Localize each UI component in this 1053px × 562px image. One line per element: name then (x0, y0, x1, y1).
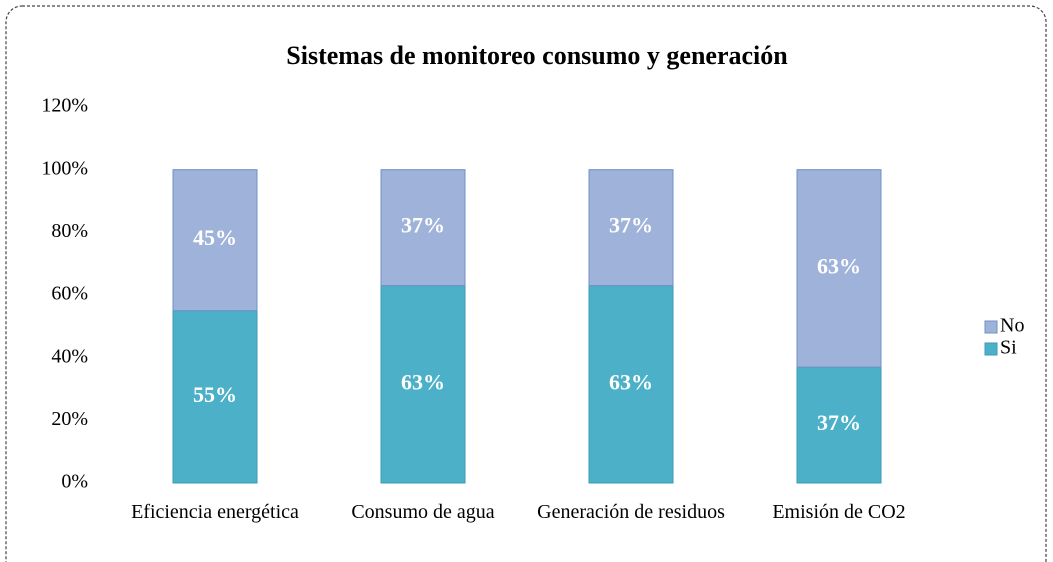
bar-segment (588, 285, 674, 484)
y-tick-label: 80% (51, 220, 88, 242)
y-tick-label: 20% (51, 408, 88, 430)
legend-swatch (984, 342, 998, 356)
data-label: 37% (401, 213, 445, 238)
chart-frame (5, 5, 1047, 562)
y-tick-label: 120% (41, 95, 88, 117)
bar-segment (172, 310, 258, 484)
data-label: 45% (193, 225, 237, 250)
x-tick-label-box: Consumo de agua (351, 501, 495, 523)
chart-title: Sistemas de monitoreo consumo y generaci… (286, 41, 788, 70)
data-label: 37% (609, 213, 653, 238)
data-label: 63% (817, 253, 861, 278)
y-tick-label: 0% (61, 471, 88, 493)
bar-segment (796, 169, 882, 368)
y-tick-label: 100% (41, 157, 88, 179)
x-tick-label: Generación de residuos (537, 501, 725, 523)
data-label: 63% (401, 369, 445, 394)
bar-segment (588, 169, 674, 287)
x-tick-label-box: Emisión de CO2 (772, 501, 906, 523)
bar-segment (796, 366, 882, 484)
x-tick-label-box: Eficiencia energética (131, 501, 299, 523)
legend-label: Si (1000, 337, 1017, 359)
bar-segment (172, 169, 258, 312)
x-tick-label: Eficiencia energética (131, 501, 299, 523)
legend-swatch (984, 320, 998, 334)
legend-label: No (1000, 315, 1024, 337)
y-tick-label: 40% (51, 345, 88, 367)
data-label: 55% (193, 382, 237, 407)
x-tick-label: Consumo de agua (351, 501, 495, 523)
x-tick-label: Emisión de CO2 (772, 501, 906, 523)
bar-segment (380, 169, 466, 287)
y-tick-label: 60% (51, 283, 88, 305)
x-tick-label-box: Generación de residuos (537, 501, 725, 523)
data-label: 63% (609, 369, 653, 394)
data-label: 37% (817, 410, 861, 435)
